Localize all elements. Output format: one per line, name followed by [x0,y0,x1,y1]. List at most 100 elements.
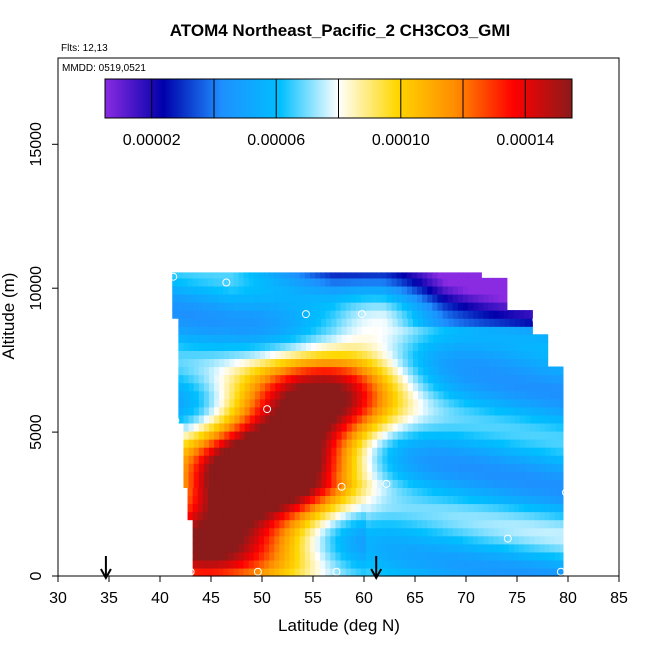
heatmap-cell [315,495,321,505]
heatmap-cell [474,358,480,368]
heatmap-cell [331,430,338,440]
heatmap-cell [372,447,378,456]
heatmap-cell [397,471,404,480]
heatmap-cell [412,374,419,384]
heatmap-cell [427,495,433,505]
heatmap-cell [371,543,377,553]
heatmap-cell [187,272,194,279]
heatmap-cell [248,293,255,303]
heatmap-cell [234,350,241,360]
heatmap-cell [355,559,362,569]
heatmap-cell [448,358,455,368]
heatmap-cell [264,503,270,513]
heatmap-cell [274,277,280,287]
heatmap-cell [479,471,485,480]
heatmap-cell [224,422,230,432]
heatmap-cell [320,487,326,497]
heatmap-cell [544,503,551,513]
heatmap-cell [484,358,491,368]
heatmap-cell [290,326,297,335]
heatmap-cell [539,487,546,497]
heatmap-cell [432,487,439,497]
heatmap-cell [417,302,423,311]
heatmap-cell [452,272,459,279]
heatmap-cell [432,310,439,319]
heatmap-cell [264,551,270,561]
heatmap-cell [493,527,500,537]
heatmap-cell [253,277,260,287]
heatmap-cell [411,567,418,577]
heatmap-cell [335,503,342,513]
heatmap-cell [366,567,372,577]
heatmap-cell [213,487,219,497]
heatmap-cell [524,527,530,537]
heatmap-cell [498,535,505,545]
heatmap-cell [433,471,440,480]
heatmap-cell [539,559,546,569]
heatmap-cell [331,358,338,368]
heatmap-cell [309,272,316,279]
heatmap-cell [494,358,501,368]
heatmap-cell [474,334,480,343]
heatmap-cell [336,334,343,343]
heatmap-cell [520,398,526,408]
heatmap-cell [223,293,229,303]
heatmap-cell [386,285,393,295]
heatmap-cell [402,430,409,440]
chart-title: ATOM4 Northeast_Pacific_2 CH3CO3_GMI [170,21,510,40]
heatmap-cell [367,358,373,368]
heatmap-cell [330,559,337,569]
heatmap-cell [382,326,389,335]
heatmap-cell [386,543,393,553]
heatmap-cell [207,302,214,311]
heatmap-cell [336,406,343,416]
heatmap-cell [555,374,562,384]
heatmap-cell [197,285,204,295]
heatmap-cell [504,430,511,440]
heatmap-cell [340,527,347,537]
heatmap-cell [202,495,209,505]
heatmap-cell [290,422,297,432]
heatmap-cell [452,567,459,577]
heatmap-cell [406,527,413,537]
heatmap-cell [366,293,372,303]
heatmap-cell [458,382,465,392]
heatmap-cell [406,272,413,279]
heatmap-cell [330,551,337,561]
heatmap-cell [391,559,398,569]
heatmap-cell [520,479,526,488]
heatmap-cell [478,551,484,561]
heatmap-cell [207,559,214,569]
heatmap-cell [396,310,403,319]
heatmap-cell [432,511,439,521]
heatmap-cell [554,487,561,497]
heatmap-cell [382,382,389,392]
heatmap-cell [422,535,428,545]
heatmap-cell [438,422,445,432]
heatmap-cell [289,293,296,303]
heatmap-cell [452,302,459,311]
heatmap-cell [401,511,408,521]
heatmap-cell [442,272,449,279]
heatmap-cell [346,439,353,448]
heatmap-cell [396,302,403,311]
heatmap-cell [192,277,199,287]
heatmap-cell [243,519,250,529]
heatmap-cell [457,551,464,561]
heatmap-cell [473,519,479,529]
heatmap-cell [269,503,275,513]
heatmap-cell [428,422,434,432]
heatmap-cell [392,463,399,472]
heatmap-cell [309,285,316,295]
heatmap-cell [417,551,423,561]
heatmap-cell [397,326,404,335]
heatmap-cell [290,455,297,464]
heatmap-cell [530,374,536,384]
heatmap-cell [336,463,343,472]
heatmap-cell [244,439,251,448]
heatmap-cell [377,447,383,456]
heatmap-cell [340,559,347,569]
heatmap-cell [367,326,373,335]
heatmap-cell [406,487,413,497]
heatmap-cell [300,342,307,351]
